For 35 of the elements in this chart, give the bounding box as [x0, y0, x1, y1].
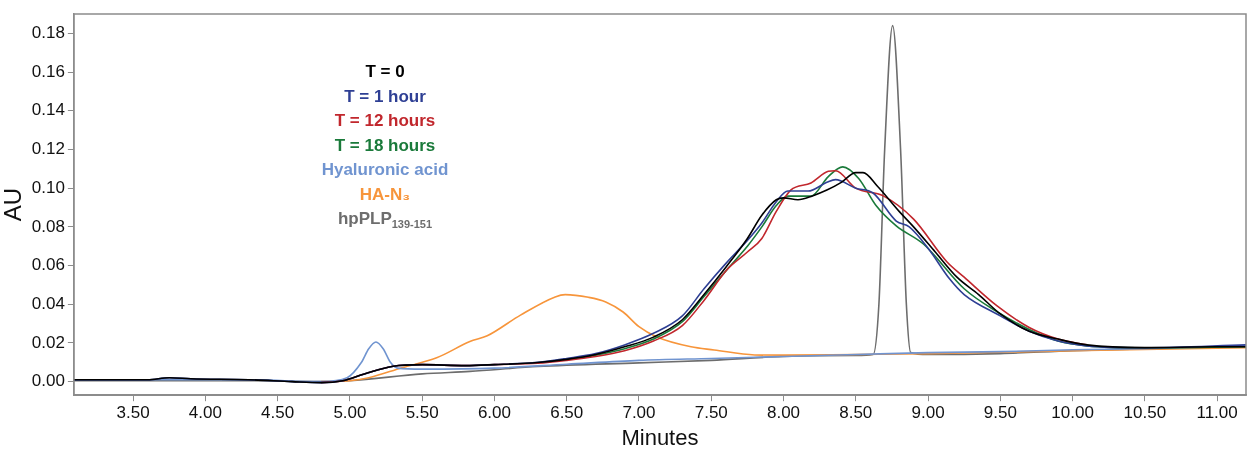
- text: T = 12 hours: [333, 110, 437, 132]
- x-tick-label: 4.50: [261, 403, 295, 423]
- x-tick-label: 5.00: [333, 403, 367, 423]
- x-tick-label: 6.50: [550, 403, 584, 423]
- x-tick-label: 8.50: [839, 403, 873, 423]
- x-tick-label: 7.00: [622, 403, 656, 423]
- y-tick-label: 0.18: [31, 23, 65, 43]
- text: Hyaluronic acid: [320, 159, 450, 181]
- x-tick-label: 3.50: [116, 403, 150, 423]
- x-tick-label: 11.00: [1196, 403, 1238, 423]
- y-tick-label: 0.04: [31, 293, 65, 313]
- text: T = 0: [364, 61, 406, 83]
- x-tick-label: 6.00: [477, 403, 512, 423]
- y-tick-label: 0.02: [31, 332, 65, 352]
- y-tick-label: 0.14: [31, 100, 65, 120]
- y-axis-title: AU: [0, 187, 27, 222]
- x-tick-label: 5.50: [405, 403, 439, 423]
- x-tick-label: 10.00: [1051, 403, 1094, 423]
- text: T = 18 hours: [333, 134, 437, 157]
- x-tick-label: 9.00: [911, 403, 945, 423]
- x-axis-title: Minutes: [621, 424, 699, 450]
- y-tick-label: 0.16: [31, 61, 65, 81]
- y-tick-label: 0.00: [31, 371, 65, 391]
- y-tick-label: 0.10: [31, 177, 65, 197]
- y-tick-label: 0.12: [31, 139, 65, 159]
- text: HA-N₃: [358, 183, 412, 206]
- y-tick-label: 0.06: [31, 255, 65, 275]
- x-tick-label: 8.00: [766, 403, 801, 423]
- x-tick-label: 7.50: [694, 403, 728, 423]
- text: hpPLP$_{139-151}$: [336, 208, 434, 233]
- text: T = 1 hour: [343, 85, 427, 108]
- x-tick-label: 4.00: [188, 403, 222, 423]
- x-tick-label: 9.50: [983, 403, 1017, 423]
- y-tick-label: 0.08: [31, 216, 65, 236]
- x-tick-label: 10.50: [1123, 403, 1167, 423]
